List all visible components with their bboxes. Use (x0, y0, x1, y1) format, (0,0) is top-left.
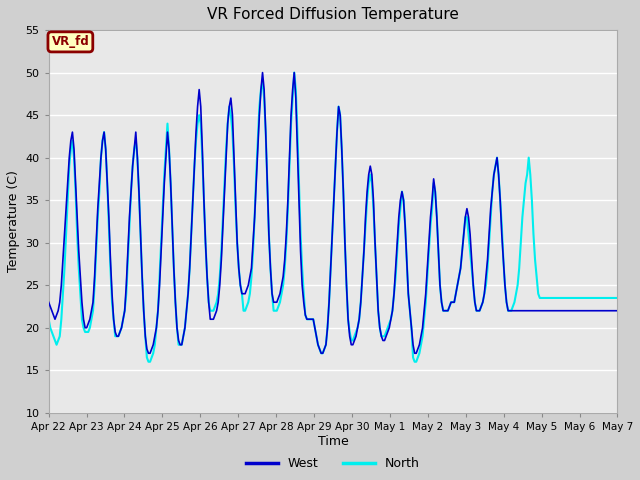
Legend: West, North: West, North (241, 453, 424, 475)
Text: VR_fd: VR_fd (51, 36, 89, 48)
X-axis label: Time: Time (317, 434, 348, 447)
Y-axis label: Temperature (C): Temperature (C) (7, 170, 20, 272)
Title: VR Forced Diffusion Temperature: VR Forced Diffusion Temperature (207, 7, 459, 22)
